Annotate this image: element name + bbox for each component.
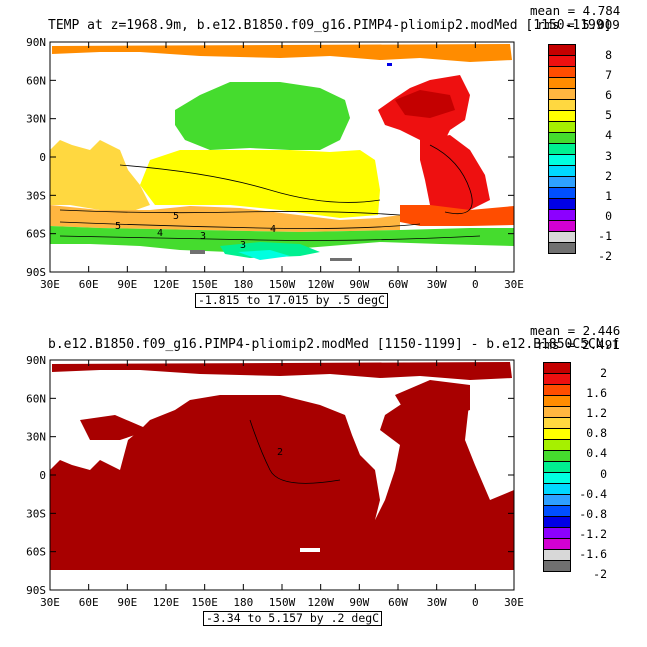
lon-label: 30E <box>504 596 524 609</box>
legend-label: 1.6 <box>586 386 607 401</box>
lon-label: 60W <box>388 596 408 609</box>
lon-label: 120E <box>153 596 180 609</box>
contour-label: 5 <box>115 221 121 232</box>
lat-label: 90N <box>26 354 46 367</box>
contour-label: 3 <box>200 231 206 242</box>
lon-label: 180 <box>233 278 253 291</box>
lon-label: 120E <box>153 278 180 291</box>
lat-label: 60S <box>26 228 46 241</box>
legend-label: 5 <box>605 108 612 123</box>
lon-label: 150W <box>269 278 296 291</box>
lon-label: 0 <box>472 278 479 291</box>
lon-label: 120W <box>307 278 334 291</box>
legend-label: 6 <box>605 88 612 103</box>
lon-label: 30E <box>40 596 60 609</box>
legend-label: 0 <box>605 208 612 223</box>
lat-label: 90S <box>26 266 46 279</box>
southern-ocean <box>50 226 514 252</box>
legend-label: 1 <box>605 188 612 203</box>
pacific-north <box>175 82 350 150</box>
lon-label: 150E <box>191 596 218 609</box>
lat-label: 90N <box>26 36 46 49</box>
legend-label: -1 <box>598 228 612 243</box>
lat-label: 30N <box>26 113 46 126</box>
contour-label: 5 <box>173 211 179 222</box>
legend-label: -1.2 <box>579 526 607 541</box>
legend-label: -2 <box>598 249 612 263</box>
lat-label: 60S <box>26 546 46 559</box>
panel1-map <box>50 42 514 272</box>
legend-label: 1.2 <box>586 406 607 421</box>
atlantic-south <box>420 135 490 212</box>
lat-label: 60N <box>26 74 46 87</box>
panel2-range: -3.34 to 5.157 by .2 degC <box>203 611 383 626</box>
panel1-rms: rms = 5.009 <box>537 17 620 32</box>
lon-label: 150W <box>269 596 296 609</box>
panel2-map <box>50 360 514 590</box>
panel2-mean: mean = 2.446 <box>530 323 621 338</box>
lon-label: 30E <box>504 278 524 291</box>
lat-label: 60N <box>26 392 46 405</box>
lat-label: 90S <box>26 584 46 597</box>
legend-label: 4 <box>605 128 612 143</box>
legend-swatch <box>548 242 576 254</box>
legend-label: -0.8 <box>579 506 607 521</box>
lat-label: 30S <box>26 189 46 202</box>
legend-label: -1.6 <box>579 546 607 561</box>
lon-label: 120W <box>307 596 334 609</box>
arctic-ocean <box>52 44 512 62</box>
arctic-ocean-diff <box>52 362 512 380</box>
legend-label: 8 <box>605 48 612 62</box>
lon-label: 60E <box>79 596 99 609</box>
contour-label: 2 <box>277 447 283 458</box>
legend-label: 0 <box>600 466 607 481</box>
lon-label: 30W <box>427 278 447 291</box>
legend-label: 7 <box>605 68 612 83</box>
lat-label: 0 <box>39 151 46 164</box>
contour-label: 4 <box>157 228 163 239</box>
contour-label: 3 <box>240 240 246 251</box>
panel1-title: TEMP at z=1968.9m, b.e12.B1850.f09_g16.P… <box>48 18 612 33</box>
lat-label: 0 <box>39 469 46 482</box>
southern-band <box>50 205 400 232</box>
legend-label: -2 <box>593 567 607 581</box>
lon-label: 90W <box>349 596 369 609</box>
panel1-range: -1.815 to 17.015 by .5 degC <box>195 293 388 308</box>
lon-label: 90W <box>349 278 369 291</box>
lon-label: 0 <box>472 596 479 609</box>
lon-label: 60E <box>79 278 99 291</box>
legend-label: -0.4 <box>579 486 607 501</box>
legend-swatch <box>543 560 571 572</box>
lon-label: 150E <box>191 278 218 291</box>
legend-label: 2 <box>600 366 607 380</box>
panel2-rms: rms = 2.491 <box>537 337 620 352</box>
legend-label: 0.4 <box>586 446 607 461</box>
lon-label: 90E <box>117 278 137 291</box>
lon-label: 30E <box>40 278 60 291</box>
lon-label: 60W <box>388 278 408 291</box>
lon-label: 90E <box>117 596 137 609</box>
panel2-title: b.e12.B1850.f09_g16.PIMP4-pliomip2.modMe… <box>48 337 620 352</box>
legend-label: 3 <box>605 148 612 163</box>
legend-label: 0.8 <box>586 426 607 441</box>
indian-ocean <box>50 140 150 212</box>
lon-label: 180 <box>233 596 253 609</box>
lat-label: 30N <box>26 431 46 444</box>
lon-label: 30W <box>427 596 447 609</box>
legend-label: 2 <box>605 168 612 183</box>
panel1-mean: mean = 4.784 <box>530 3 621 18</box>
contour-label: 4 <box>270 224 276 235</box>
lat-label: 30S <box>26 507 46 520</box>
